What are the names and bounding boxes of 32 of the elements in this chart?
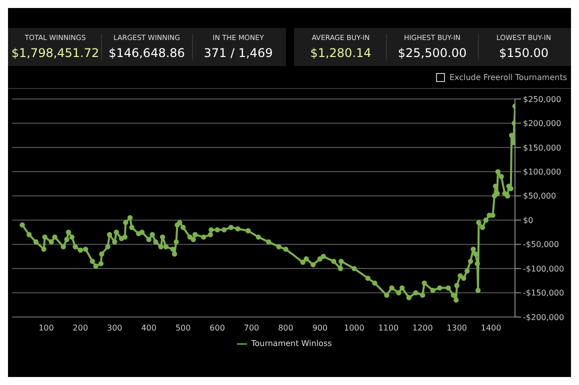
x-tick-label: 200 [72, 324, 88, 333]
x-tick-label: 900 [312, 324, 328, 333]
text: $146,648.86 [108, 46, 186, 60]
x-tick-label: 700 [244, 324, 260, 333]
text: $1,280.14 [309, 46, 372, 60]
x-tick-label: 1400 [480, 324, 502, 333]
x-tick-label: 1000 [344, 324, 364, 333]
y-tick-label: $150,000 [523, 143, 562, 152]
x-tick-label: 300 [107, 324, 122, 333]
x-tick-label: 100 [38, 324, 54, 333]
x-tick-label: 400 [141, 324, 157, 333]
x-tick-label: 1200 [412, 324, 433, 333]
text: 371 / 1,469 [202, 46, 274, 60]
y-tick-label: $50,000 [523, 192, 556, 201]
text: $25,500.00 [396, 46, 468, 60]
y-tick-label: $100,000 [523, 168, 562, 177]
x-tick-label: 1100 [378, 324, 399, 333]
x-tick-label: 600 [210, 324, 225, 333]
y-tick-label: -$150,000 [523, 288, 564, 298]
y-tick-label: -$200,000 [523, 312, 564, 322]
x-tick-label: 500 [175, 324, 191, 333]
y-tick-label: $0 [523, 216, 534, 225]
y-tick-label: -$100,000 [523, 264, 564, 274]
y-tick-label: $200,000 [523, 119, 562, 128]
text: $1,798,451.72 [10, 46, 100, 60]
x-tick-label: 800 [278, 324, 294, 333]
y-tick-label: -$50,000 [523, 240, 559, 250]
text: Exclude Freeroll Tournaments [449, 72, 567, 82]
x-tick-label: 1300 [446, 324, 468, 333]
legend-label: Tournament Winloss [251, 339, 332, 348]
y-tick-label: $250,000 [523, 94, 562, 104]
text: $150.00 [498, 46, 550, 60]
